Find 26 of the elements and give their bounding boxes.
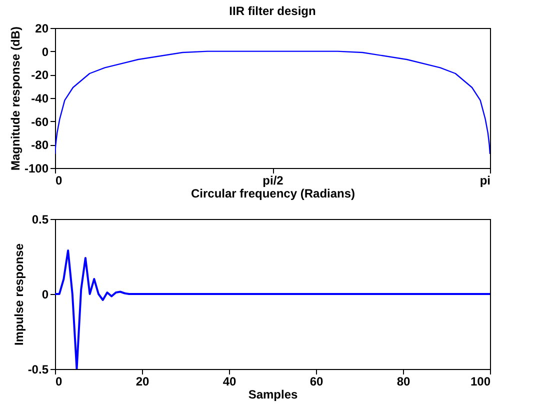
line-series [55,50,490,155]
x-tick-label: pi/2 [262,174,284,188]
x-tick-label: 60 [310,374,324,388]
y-tick-label: -0.5 [28,362,49,376]
x-tick-label: 80 [396,374,410,388]
y-tick-label: 0 [42,288,49,302]
y-axis-title: Impulse response [12,243,26,346]
x-tick-label: 0 [56,374,62,388]
x-tick-label: 100 [470,374,491,388]
y-tick-label: -20 [31,68,49,82]
chart-title: IIR filter design [229,4,316,18]
y-tick-label: -40 [31,92,49,106]
x-axis-title: Circular frequency (Radians) [190,186,356,200]
line-series [55,250,490,369]
y-tick-label: 0.5 [32,212,49,226]
x-tick-label: 20 [136,374,150,388]
y-tick-label: 0 [42,44,49,59]
y-tick-label: -60 [31,114,49,129]
y-axis-title: Magnitude response (dB) [8,26,22,171]
x-axis-title: Samples [248,388,298,402]
y-tick-label: 20 [35,22,49,36]
x-tick-label: pi [480,174,490,188]
x-tick-label: 40 [222,374,236,388]
y-tick-label: -100 [24,162,49,176]
x-tick-label: 0 [56,174,62,188]
y-tick-label: -80 [31,138,49,152]
